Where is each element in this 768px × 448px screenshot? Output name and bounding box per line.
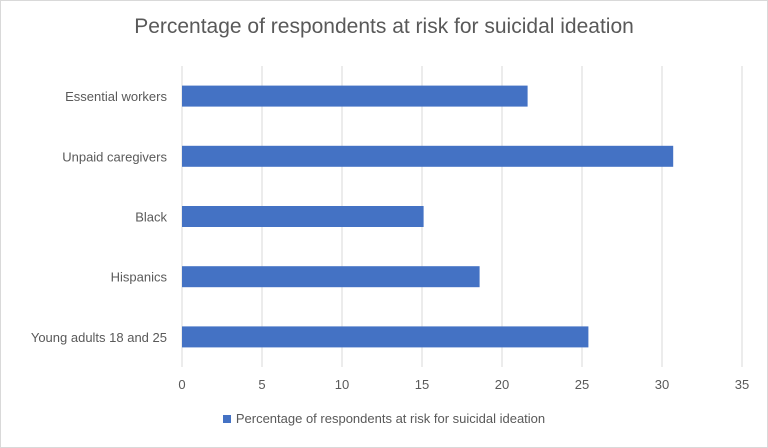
bar — [182, 145, 674, 167]
bar — [182, 326, 589, 348]
bar — [182, 85, 528, 107]
x-tick-label: 0 — [178, 377, 185, 392]
x-tick-label: 20 — [495, 377, 509, 392]
chart-title: Percentage of respondents at risk for su… — [134, 15, 634, 38]
x-tick-label: 25 — [575, 377, 589, 392]
y-tick-label: Unpaid caregivers — [62, 149, 167, 164]
legend: Percentage of respondents at risk for su… — [1, 411, 767, 426]
legend-swatch — [222, 415, 231, 423]
y-tick-label: Young adults 18 and 25 — [31, 330, 167, 345]
x-tick-label: 35 — [735, 377, 749, 392]
legend-label: Percentage of respondents at risk for su… — [235, 411, 546, 426]
x-tick-label: 5 — [258, 377, 265, 392]
y-tick-label: Black — [135, 210, 167, 225]
bar — [182, 266, 480, 288]
x-tick-label: 30 — [655, 377, 669, 392]
x-tick-label: 15 — [415, 377, 429, 392]
bar — [182, 206, 424, 227]
y-tick-label: Hispanics — [111, 270, 168, 285]
y-tick-label: Essential workers — [65, 89, 167, 104]
x-tick-label: 10 — [335, 377, 349, 392]
